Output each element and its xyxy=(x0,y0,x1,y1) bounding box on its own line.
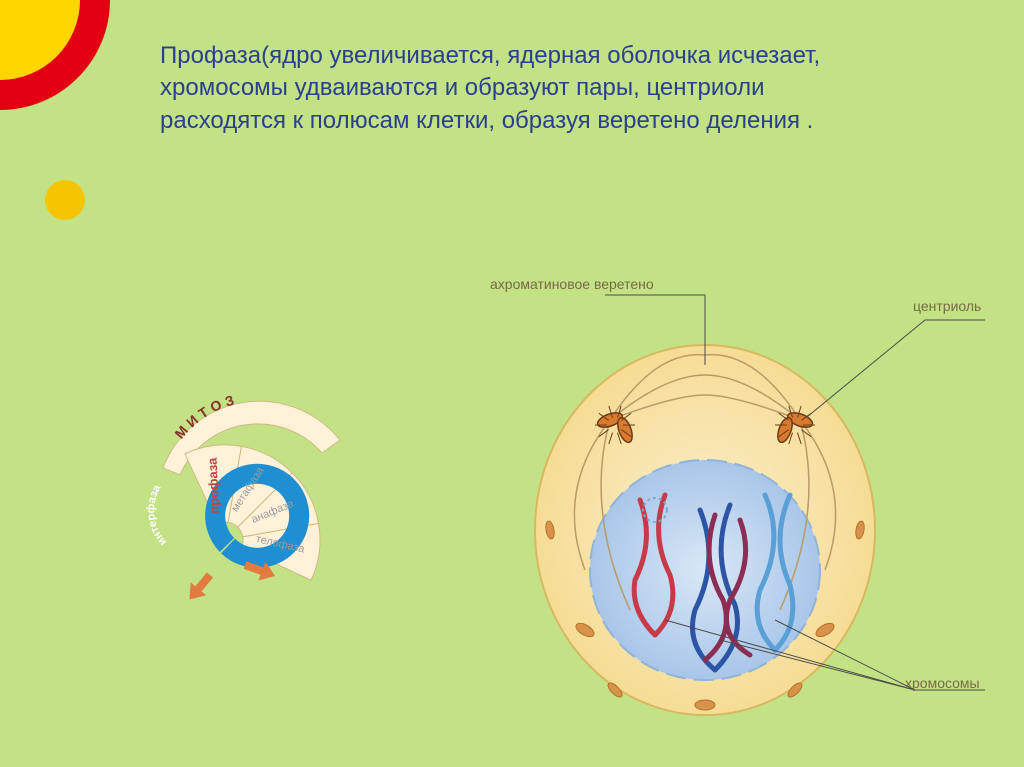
svg-text:интерфаза: интерфаза xyxy=(145,482,169,548)
mitosis-fan-diagram: М И Т О З интерфаза профазаметафазаанафа… xyxy=(115,340,375,600)
label-centriole: центриоль xyxy=(913,298,981,314)
svg-text:профаза: профаза xyxy=(205,457,222,514)
label-spindle: ахроматиновое веретено xyxy=(490,276,654,292)
prophase-cell-diagram: ахроматиновое веретено центриоль хромосо… xyxy=(455,280,995,720)
title-text: Профаза(ядро увеличивается, ядерная обол… xyxy=(160,40,880,137)
label-chromosomes: хромосомы xyxy=(905,675,980,691)
